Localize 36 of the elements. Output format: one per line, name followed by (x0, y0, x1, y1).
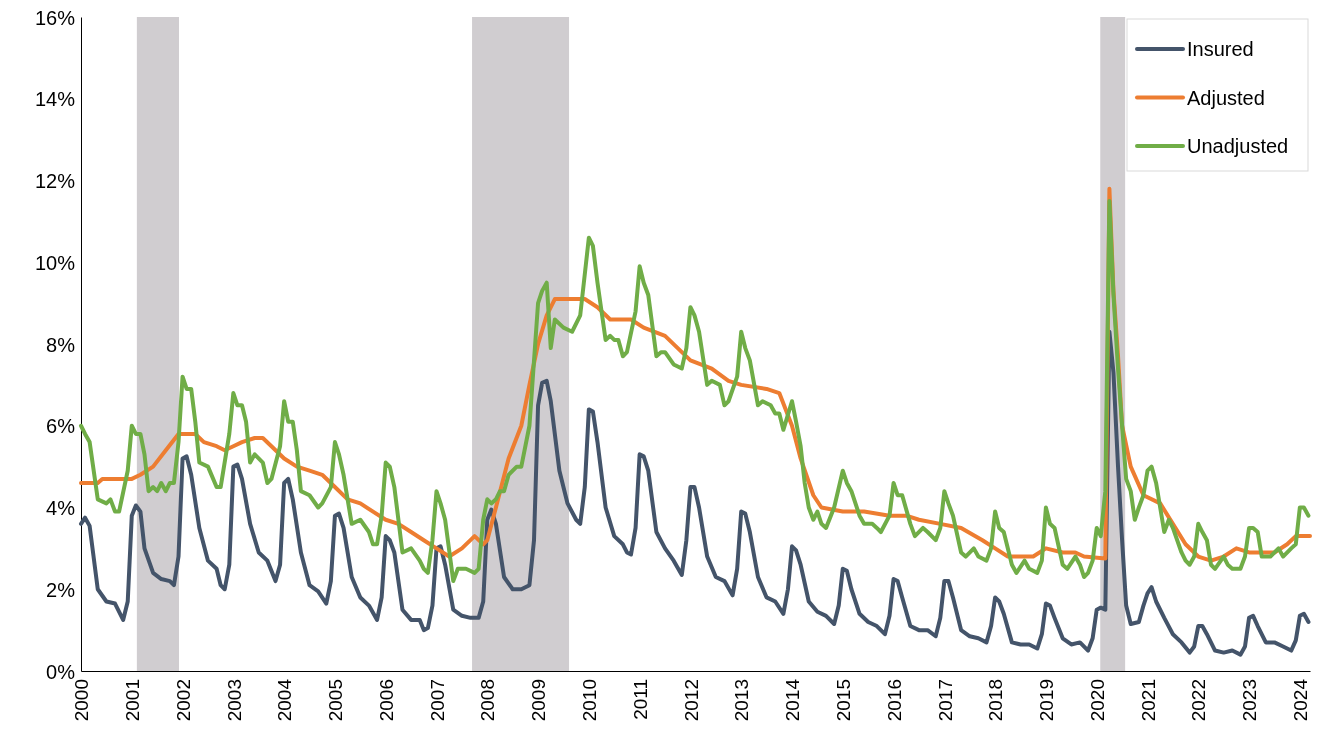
y-tick-label: 14% (34, 88, 76, 111)
y-tick-label: 4% (46, 497, 76, 519)
x-tick-label: 2010 (579, 679, 600, 722)
x-tick-label: 2013 (731, 679, 753, 722)
x-tick-label: 2024 (1289, 678, 1311, 722)
x-tick-label: 2009 (528, 679, 550, 722)
legend-label: Insured (1187, 38, 1254, 60)
y-tick-label: 6% (46, 415, 76, 438)
y-tick-label: 10% (34, 251, 76, 274)
y-tick-label: 2% (46, 578, 76, 601)
y-tick-label: 8% (46, 333, 76, 356)
x-tick-label: 2005 (325, 679, 347, 722)
x-tick-label: 2003 (223, 679, 245, 722)
x-tick-label: 2020 (1086, 679, 1108, 722)
x-tick-label: 2015 (832, 679, 854, 722)
x-tick-label: 2016 (883, 679, 905, 722)
x-tick-label: 2001 (121, 679, 143, 722)
x-tick-label: 2007 (426, 679, 448, 722)
legend-label: Unadjusted (1187, 135, 1289, 157)
x-tick-label: 2019 (1036, 679, 1058, 722)
x-tick-label: 2002 (172, 679, 194, 722)
x-tick-label: 2006 (375, 679, 397, 722)
x-tick-label: 2008 (477, 679, 499, 722)
x-tick-label: 2021 (1137, 679, 1159, 722)
x-tick-label: 2017 (934, 679, 956, 722)
legend-label: Adjusted (1187, 86, 1265, 109)
x-tick-label: 2023 (1239, 679, 1261, 722)
x-tick-label: 2011 (629, 679, 651, 720)
y-tick-label: 16% (34, 6, 76, 29)
x-tick-label: 2014 (782, 678, 804, 722)
x-tick-label: 2012 (680, 679, 702, 722)
line-series (79, 329, 1311, 657)
y-tick-label: 12% (34, 170, 76, 192)
x-tick-label: 2004 (274, 678, 296, 722)
x-tick-label: 2018 (985, 679, 1007, 722)
x-tick-label: 2022 (1188, 679, 1210, 722)
